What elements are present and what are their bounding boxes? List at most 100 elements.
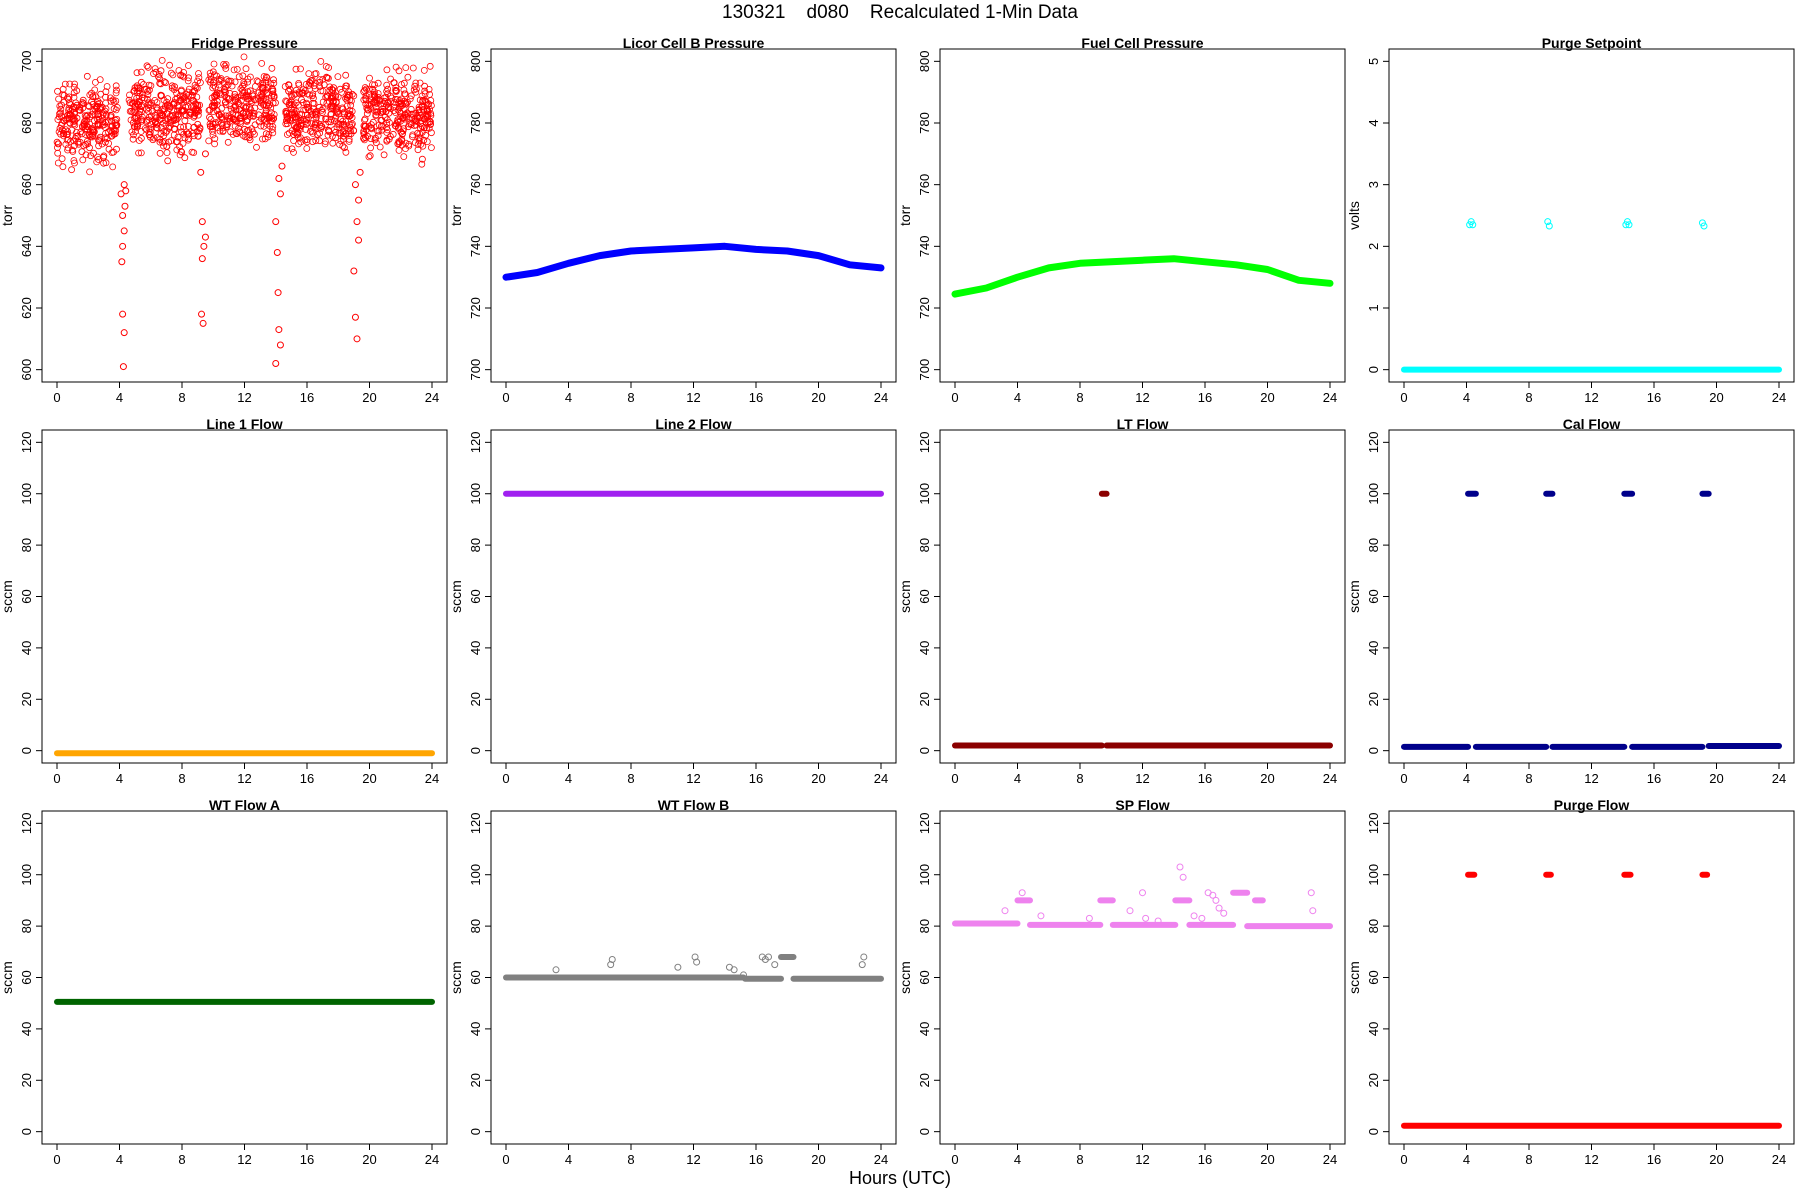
data-point: [329, 139, 337, 147]
data-point: [140, 81, 147, 88]
data-point: [377, 100, 384, 108]
y-tick-label: 100: [1366, 483, 1381, 505]
data-point: [340, 108, 348, 116]
data-point: [109, 163, 117, 171]
x-tick-label: 24: [425, 1152, 439, 1167]
data-point: [301, 118, 309, 125]
data-point: [149, 136, 157, 144]
data-point: [1700, 222, 1708, 230]
y-tick-label: 120: [19, 431, 34, 453]
y-tick-label: 660: [19, 174, 34, 196]
data-point: [95, 136, 102, 144]
panel-title: Licor Cell B Pressure: [623, 35, 765, 51]
data-point: [336, 141, 344, 148]
data-point: [213, 97, 221, 105]
data-point: [421, 115, 429, 123]
data-point: [71, 159, 78, 167]
data-point: [334, 93, 342, 101]
data-point: [1190, 912, 1198, 920]
data-point: [83, 72, 91, 80]
data-point: [674, 963, 682, 971]
data-point: [237, 120, 244, 127]
data-point: [303, 145, 311, 152]
data-point: [207, 116, 215, 123]
data-point: [60, 128, 68, 135]
x-tick-label: 8: [1525, 1152, 1532, 1167]
data-point: [189, 91, 196, 99]
data-point: [211, 140, 219, 148]
data-point: [112, 127, 120, 134]
x-tick-label: 12: [686, 1152, 700, 1167]
data-point: [260, 122, 268, 130]
y-tick-label: 0: [917, 1128, 932, 1135]
data-point: [151, 97, 159, 104]
data-point: [70, 157, 78, 164]
data-point: [334, 73, 342, 80]
data-point: [312, 137, 320, 145]
x-tick-label: 24: [874, 390, 888, 405]
data-point: [422, 131, 430, 139]
data-point: [250, 113, 258, 120]
x-tick-label: 8: [1076, 1152, 1083, 1167]
data-point: [383, 88, 391, 95]
data-point: [377, 109, 385, 116]
data-point: [351, 313, 359, 321]
data-point: [172, 138, 180, 146]
panel-title: WT Flow B: [658, 797, 730, 813]
x-tick-label: 24: [1772, 1152, 1786, 1167]
data-point: [158, 57, 166, 64]
data-point: [66, 111, 74, 118]
x-tick-label: 12: [237, 390, 251, 405]
y-tick-label: 740: [917, 235, 932, 257]
data-point: [312, 114, 320, 122]
data-point: [272, 99, 279, 107]
data-point: [259, 135, 266, 143]
data-point: [321, 140, 329, 148]
data-point: [209, 68, 217, 76]
data-point: [71, 117, 78, 125]
data-point: [383, 66, 391, 74]
data-point: [212, 90, 220, 98]
data-point: [376, 143, 384, 151]
data-point: [421, 124, 428, 131]
x-tick-label: 4: [565, 390, 572, 405]
y-tick-label: 80: [19, 538, 34, 552]
data-point: [143, 126, 151, 134]
data-point: [205, 76, 213, 84]
data-point: [361, 122, 369, 130]
data-point: [303, 99, 311, 107]
data-point: [414, 146, 422, 154]
data-point: [1176, 863, 1184, 871]
data-point: [312, 111, 320, 119]
data-point: [288, 145, 296, 153]
data-point: [82, 151, 90, 159]
data-point: [380, 100, 388, 108]
data-point: [272, 218, 280, 226]
data-point: [160, 142, 167, 150]
data-point: [1154, 917, 1162, 925]
data-point: [66, 114, 73, 122]
data-point: [144, 91, 152, 99]
data-point: [323, 74, 331, 82]
data-point: [1215, 904, 1223, 912]
data-point: [143, 105, 151, 113]
data-point: [76, 107, 84, 114]
plot-frame: [939, 429, 1346, 764]
data-point: [86, 168, 93, 176]
plot-frame: [939, 810, 1346, 1145]
data-point: [369, 118, 377, 126]
x-tick-label: 0: [951, 390, 958, 405]
data-point: [260, 100, 268, 108]
y-axis-label: sccm: [0, 961, 15, 994]
data-point: [219, 124, 227, 132]
y-tick-label: 100: [468, 864, 483, 886]
data-point: [89, 126, 96, 133]
data-point: [53, 138, 61, 146]
y-tick-label: 760: [468, 174, 483, 196]
data-point: [373, 108, 380, 116]
y-tick-label: 120: [19, 812, 34, 834]
data-point: [119, 212, 127, 219]
x-tick-label: 16: [1647, 1152, 1661, 1167]
data-point: [265, 101, 273, 109]
y-tick-label: 60: [1366, 589, 1381, 603]
